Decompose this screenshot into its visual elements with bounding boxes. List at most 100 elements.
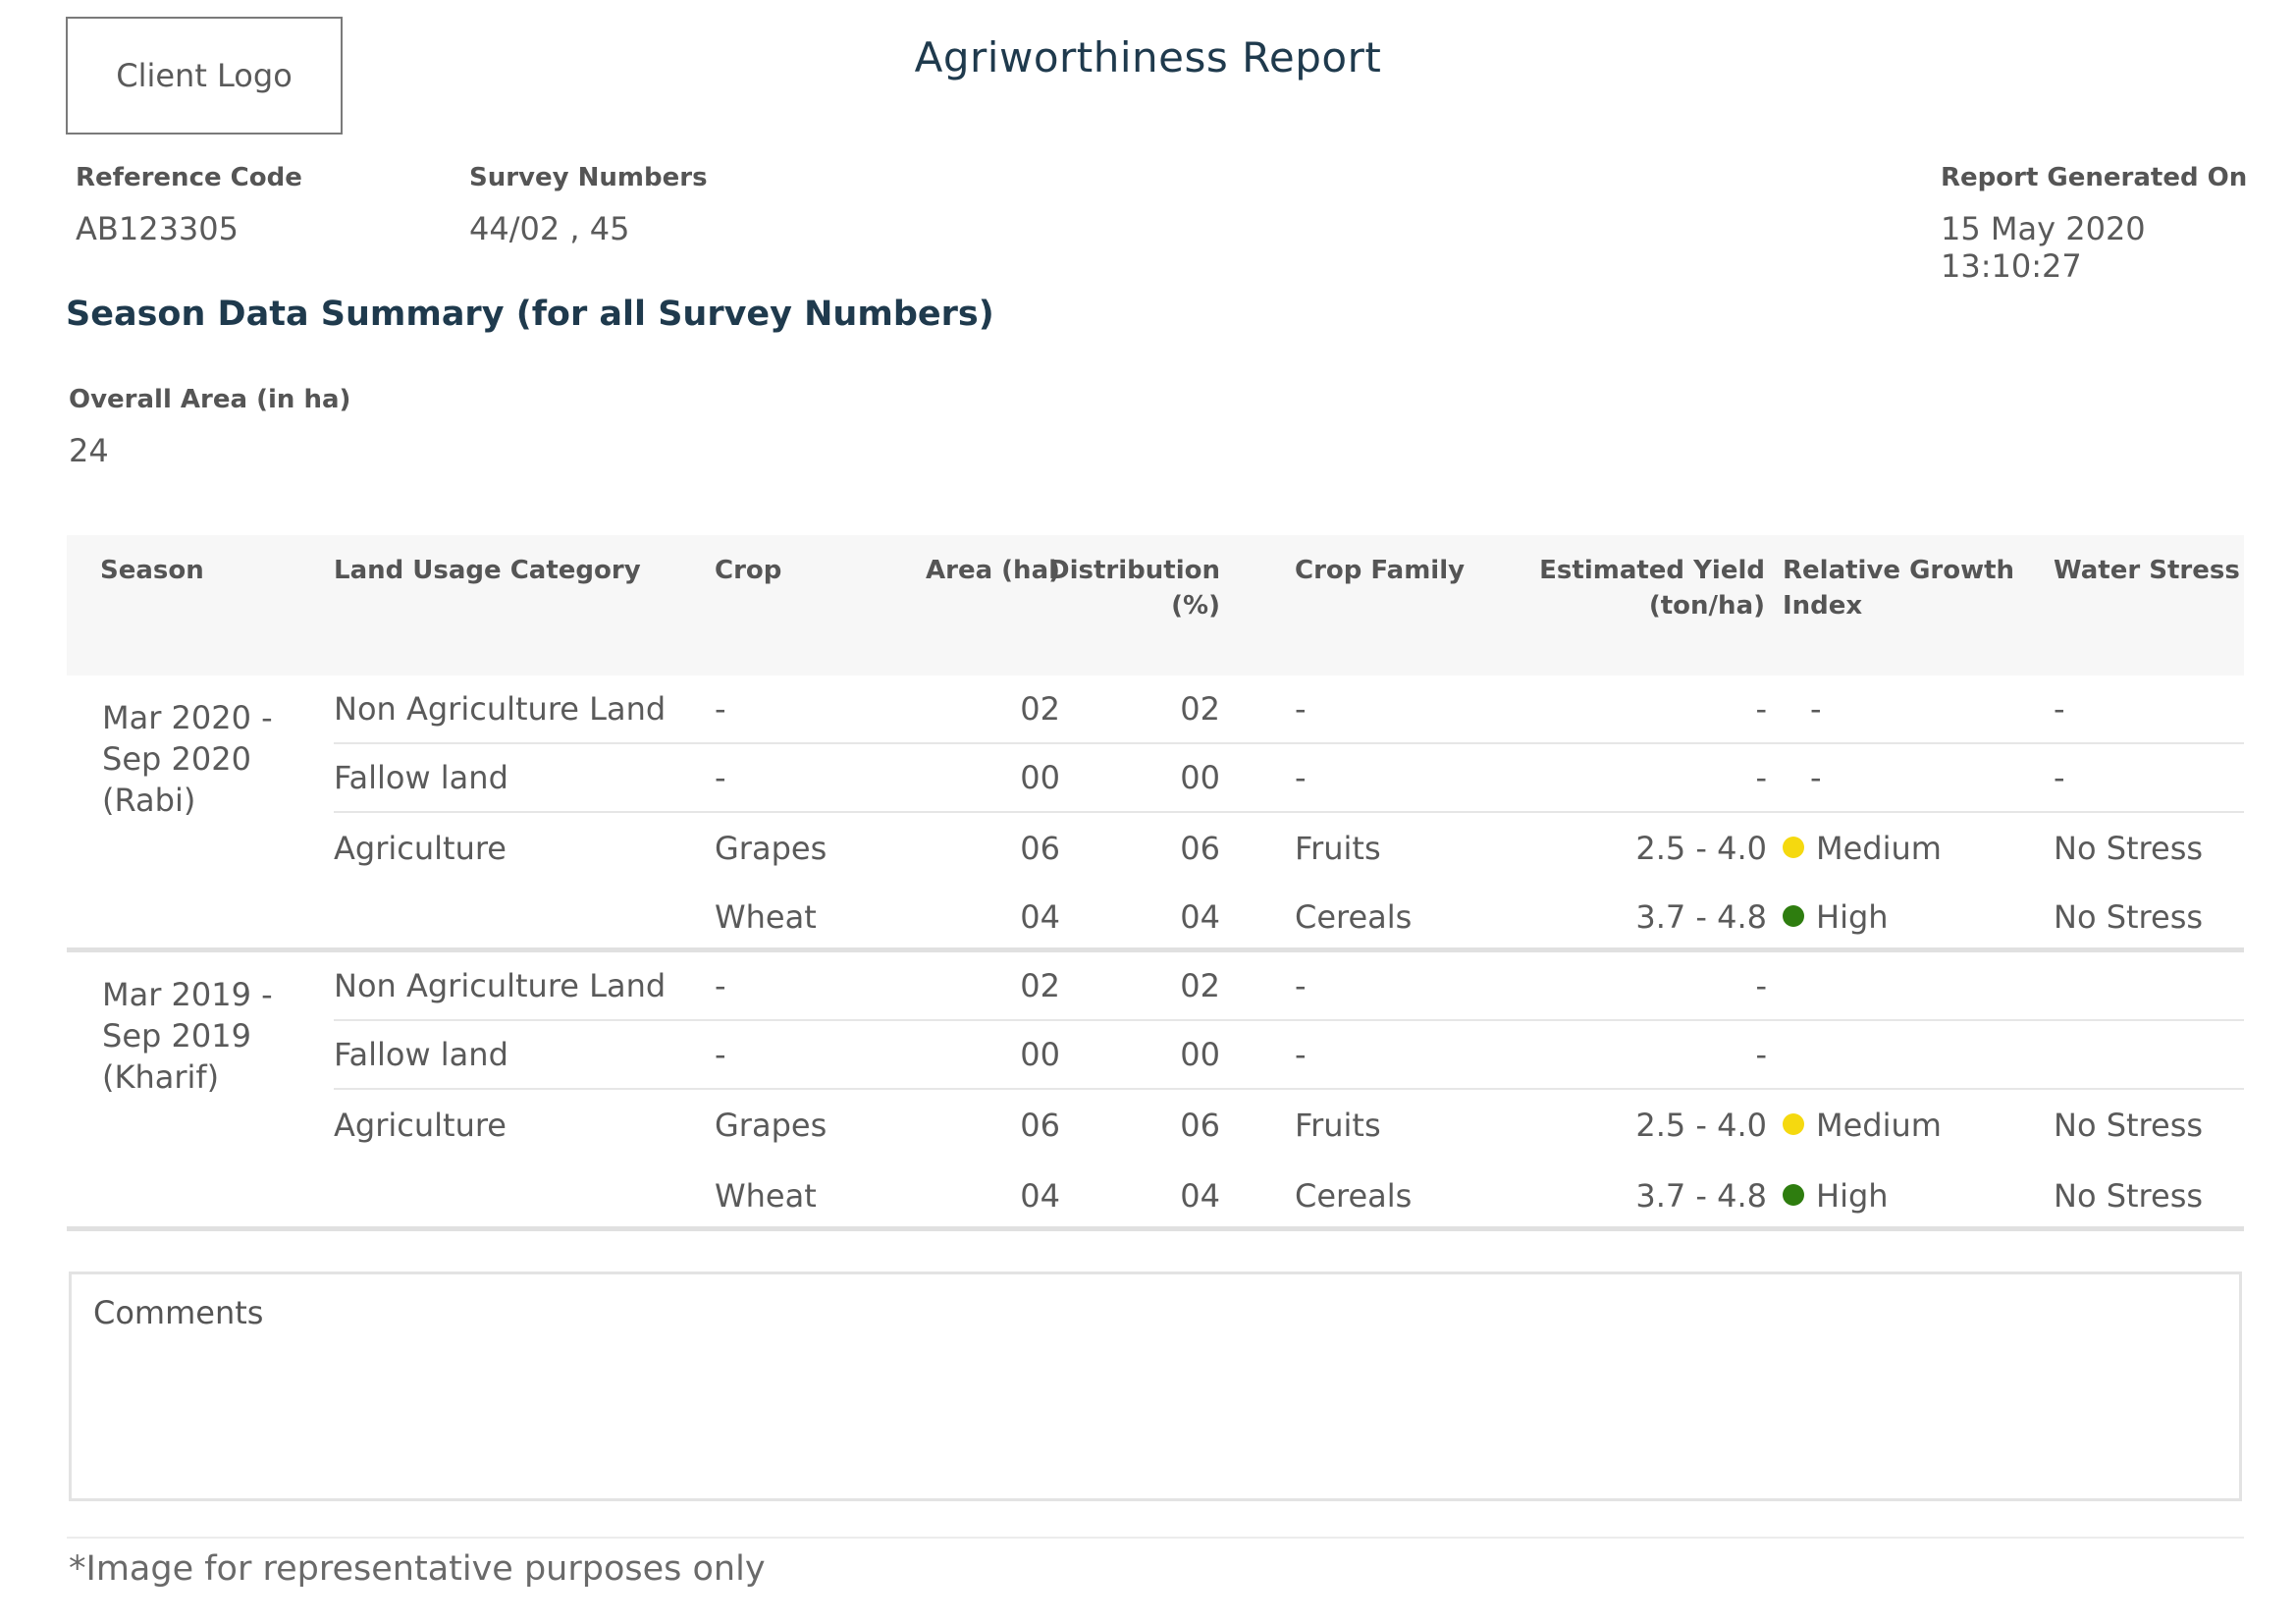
header-distribution-line1: Distribution [1048,556,1220,585]
cell-relative-growth: High [1783,897,2038,937]
cell-area: 02 [1020,967,1060,1004]
cell-crop-family: Fruits [1295,1107,1381,1144]
header-land-usage: Land Usage Category [334,556,641,585]
header-relative-growth: Relative Growth Index [1783,553,2014,623]
header-yield-line1: Estimated Yield [1539,556,1765,585]
cell-crop: - [715,759,726,796]
cell-distribution: 04 [1180,898,1220,936]
report-generated-block: Report Generated On 15 May 2020 13:10:27 [1941,163,2296,285]
cell-relative-growth: - [1810,690,1822,728]
report-generated-label: Report Generated On [1941,163,2248,192]
cell-land-usage: Non Agriculture Land [334,967,667,1004]
reference-code-label: Reference Code [76,163,302,192]
table-row: Wheat 04 04 Cereals 3.7 - 4.8 High No Stress [334,1163,2244,1231]
season-label: Mar 2019 - Sep 2019 (Kharif) [102,974,298,1098]
cell-area: 02 [1020,690,1060,728]
high-growth-indicator-dot [1783,905,1804,927]
cell-distribution: 00 [1180,759,1220,796]
season-data-table: Season Land Usage Category Crop Area (ha… [67,535,2244,1231]
cell-crop-family: - [1295,759,1307,796]
season-group: Mar 2020 - Sep 2020 (Rabi) Non Agricultu… [67,676,2244,952]
cell-area: 04 [1020,898,1060,936]
header-growth-line2: Index [1783,591,1863,621]
cell-crop-family: - [1295,690,1307,728]
cell-crop-family: - [1295,967,1307,1004]
cell-distribution: 00 [1180,1036,1220,1073]
cell-relative-growth: High [1783,1176,2038,1216]
table-row: Wheat 04 04 Cereals 3.7 - 4.8 High No Stress [334,884,2244,952]
table-row: Agriculture Grapes 06 06 Fruits 2.5 - 4.0 Medi… [334,815,2244,884]
season-label-line2: Sep 2019 [102,1017,251,1055]
report-generated-value: 15 May 2020 13:10:27 [1941,210,2146,285]
header-growth-line1: Relative Growth [1783,556,2015,585]
footnote: *Image for representative purposes only [69,1549,766,1589]
cell-land-usage: Fallow land [334,1036,508,1073]
growth-label: Medium [1816,830,1942,867]
season-label-line1: Mar 2019 - [102,976,273,1013]
reference-code-value: AB123305 [76,210,239,247]
cell-distribution: 04 [1180,1177,1220,1215]
cell-crop-family: Cereals [1295,1177,1413,1215]
cell-distribution: 06 [1180,830,1220,867]
report-title: Agriworthiness Report [914,33,1382,81]
cell-area: 06 [1020,1107,1060,1144]
cell-crop: Grapes [715,830,828,867]
comments-box: Comments [69,1271,2242,1501]
cell-crop: - [715,690,726,728]
client-logo-text: Client Logo [116,57,293,94]
cell-relative-growth: Medium [1783,1106,2038,1145]
header-yield-line2: (ton/ha) [1648,591,1765,621]
cell-relative-growth: - [1810,759,1822,796]
survey-numbers-value: 44/02 , 45 [469,210,630,247]
medium-growth-indicator-dot [1783,1113,1804,1135]
overall-area-label: Overall Area (in ha) [69,385,351,414]
season-label-line3: (Kharif) [102,1058,220,1096]
cell-water-stress: No Stress [2054,1107,2204,1144]
cell-estimated-yield: 3.7 - 4.8 [1635,898,1767,936]
growth-label: High [1816,898,1889,936]
cell-crop-family: - [1295,1036,1307,1073]
footer-divider [67,1537,2244,1539]
header-water-stress: Water Stress [2054,556,2240,585]
season-label-line3: (Rabi) [102,782,196,819]
header-area: Area (ha) [926,556,1060,585]
table-row: Non Agriculture Land - 02 02 - - - - [334,676,2244,744]
cell-estimated-yield: - [1755,1036,1767,1073]
cell-crop: Grapes [715,1107,828,1144]
cell-land-usage: Agriculture [334,1107,507,1144]
cell-estimated-yield: - [1755,967,1767,1004]
cell-water-stress: No Stress [2054,830,2204,867]
high-growth-indicator-dot [1783,1184,1804,1206]
header-distribution: Distribution (%) [1048,553,1220,623]
cell-land-usage: Fallow land [334,759,508,796]
table-header: Season Land Usage Category Crop Area (ha… [67,535,2244,676]
cell-area: 06 [1020,830,1060,867]
table-row: Non Agriculture Land - 02 02 - - [334,952,2244,1021]
cell-area: 04 [1020,1177,1060,1215]
cell-land-usage: Non Agriculture Land [334,690,667,728]
cell-water-stress: No Stress [2054,1177,2204,1215]
cell-land-usage: Agriculture [334,830,507,867]
header-season: Season [100,556,204,585]
cell-area: 00 [1020,759,1060,796]
medium-growth-indicator-dot [1783,837,1804,858]
cell-water-stress: - [2054,690,2065,728]
cell-crop: Wheat [715,1177,817,1215]
reference-code-block: Reference Code AB123305 [76,163,302,247]
survey-numbers-block: Survey Numbers 44/02 , 45 [469,163,708,247]
cell-crop: - [715,967,726,1004]
cell-crop: Wheat [715,898,817,936]
growth-label: High [1816,1177,1889,1215]
cell-distribution: 02 [1180,690,1220,728]
growth-label: Medium [1816,1107,1942,1144]
cell-crop-family: Cereals [1295,898,1413,936]
overall-area-block: Overall Area (in ha) 24 [69,385,350,469]
overall-area-value: 24 [69,432,109,469]
survey-numbers-label: Survey Numbers [469,163,708,192]
header-estimated-yield: Estimated Yield (ton/ha) [1480,553,1765,623]
season-label-line2: Sep 2020 [102,740,251,778]
table-row: Fallow land - 00 00 - - - - [334,744,2244,813]
cell-estimated-yield: 2.5 - 4.0 [1635,830,1767,867]
season-label: Mar 2020 - Sep 2020 (Rabi) [102,697,298,821]
header-crop-family: Crop Family [1295,556,1466,585]
